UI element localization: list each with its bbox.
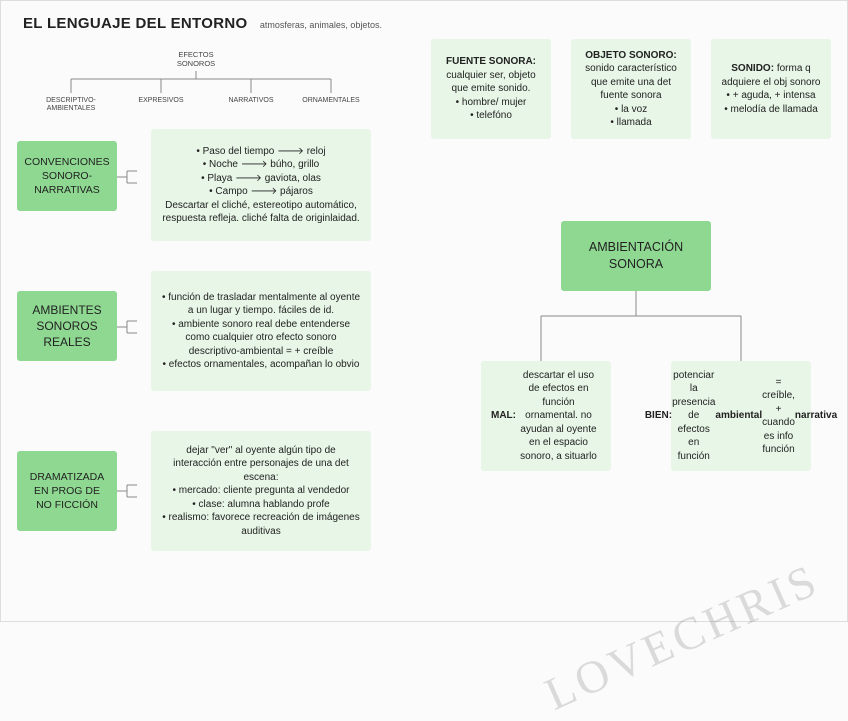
left-label-1: AMBIENTES SONOROS REALES xyxy=(17,291,117,361)
left-label-2: DRAMATIZADA EN PROG DE NO FICCIÓN xyxy=(17,451,117,531)
top-card-1-title: OBJETO SONORO: xyxy=(585,50,677,61)
left-body-0: • Paso del tiempo 🡒 reloj• Noche 🡒 búho,… xyxy=(151,129,371,241)
top-card-2: SONIDO: forma q adquiere el obj sonoro• … xyxy=(711,39,831,139)
tree-leaf-2: NARRATIVOS xyxy=(211,97,291,105)
top-card-1-body: sonido característico que emite una det … xyxy=(585,63,677,128)
ambient-mal: MAL: descartar el uso de efectos en func… xyxy=(481,361,611,471)
left-body-1: • función de trasladar mentalmente al oy… xyxy=(151,271,371,391)
left-body-2: dejar "ver" al oyente algún tipo de inte… xyxy=(151,431,371,551)
tree-leaf-0: DESCRIPTIVO-AMBIENTALES xyxy=(31,97,111,113)
ambient-lines xyxy=(481,291,821,361)
top-card-0-title: FUENTE SONORA: xyxy=(446,56,536,67)
ambient-bien: BIEN: potenciar la presencia de efectos … xyxy=(671,361,811,471)
top-card-1: OBJETO SONORO: sonido característico que… xyxy=(571,39,691,139)
ambient-header: AMBIENTACIÓN SONORA xyxy=(561,221,711,291)
top-card-0: FUENTE SONORA: cualquier ser, objeto que… xyxy=(431,39,551,139)
tree-leaf-1: EXPRESIVOS xyxy=(121,97,201,105)
left-label-0: CONVENCIONES SONORO-NARRATIVAS xyxy=(17,141,117,211)
tree-leaf-3: ORNAMENTALES xyxy=(291,97,371,105)
watermark: LOVECHRIS xyxy=(537,553,827,721)
top-card-0-body: cualquier ser, objeto que emite sonido.•… xyxy=(446,70,536,122)
top-card-2-title: SONIDO: xyxy=(731,63,774,74)
